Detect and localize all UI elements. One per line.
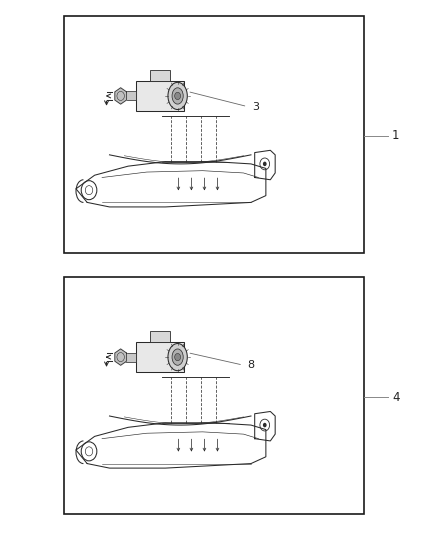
Ellipse shape	[168, 343, 187, 371]
Bar	[149, 331, 170, 342]
Ellipse shape	[168, 82, 187, 110]
Text: 8: 8	[247, 360, 254, 370]
Text: 1: 1	[392, 130, 399, 142]
Polygon shape	[115, 88, 127, 104]
Text: 3: 3	[252, 102, 259, 111]
Bar	[120, 92, 136, 100]
Circle shape	[263, 423, 267, 427]
FancyBboxPatch shape	[135, 342, 184, 372]
FancyBboxPatch shape	[135, 81, 184, 111]
Bar	[64, 277, 364, 514]
Bar	[120, 353, 136, 361]
Circle shape	[263, 161, 267, 166]
Ellipse shape	[172, 349, 183, 365]
Circle shape	[175, 353, 180, 361]
Ellipse shape	[172, 88, 183, 104]
Polygon shape	[115, 349, 127, 365]
Text: 4: 4	[392, 391, 399, 403]
Bar	[149, 70, 170, 81]
Circle shape	[175, 92, 180, 100]
Bar	[64, 16, 364, 253]
